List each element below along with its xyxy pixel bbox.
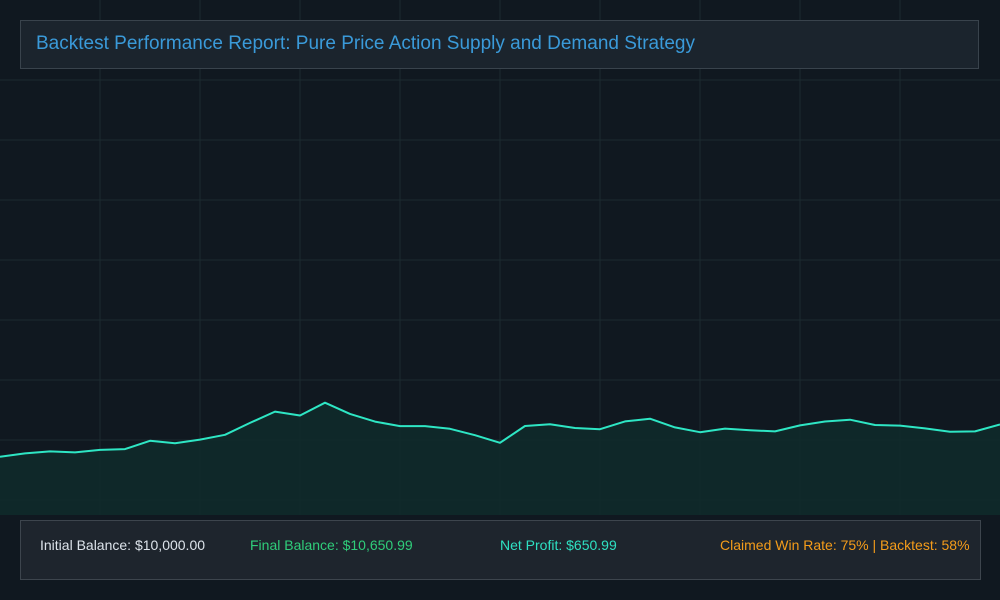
equity-line-layer [0,401,1000,458]
page-title: Backtest Performance Report: Pure Price … [36,33,695,54]
final-balance-stat: Final Balance: $10,650.99 [250,537,413,553]
header-panel: Backtest Performance Report: Pure Price … [20,20,979,69]
net-profit-stat: Net Profit: $650.99 [500,537,617,553]
win-rate-stat: Claimed Win Rate: 75% | Backtest: 58% [720,537,970,553]
stats-panel: Initial Balance: $10,000.00 Final Balanc… [20,520,981,580]
initial-balance-stat: Initial Balance: $10,000.00 [40,537,206,553]
equity-series-line [0,401,1000,458]
